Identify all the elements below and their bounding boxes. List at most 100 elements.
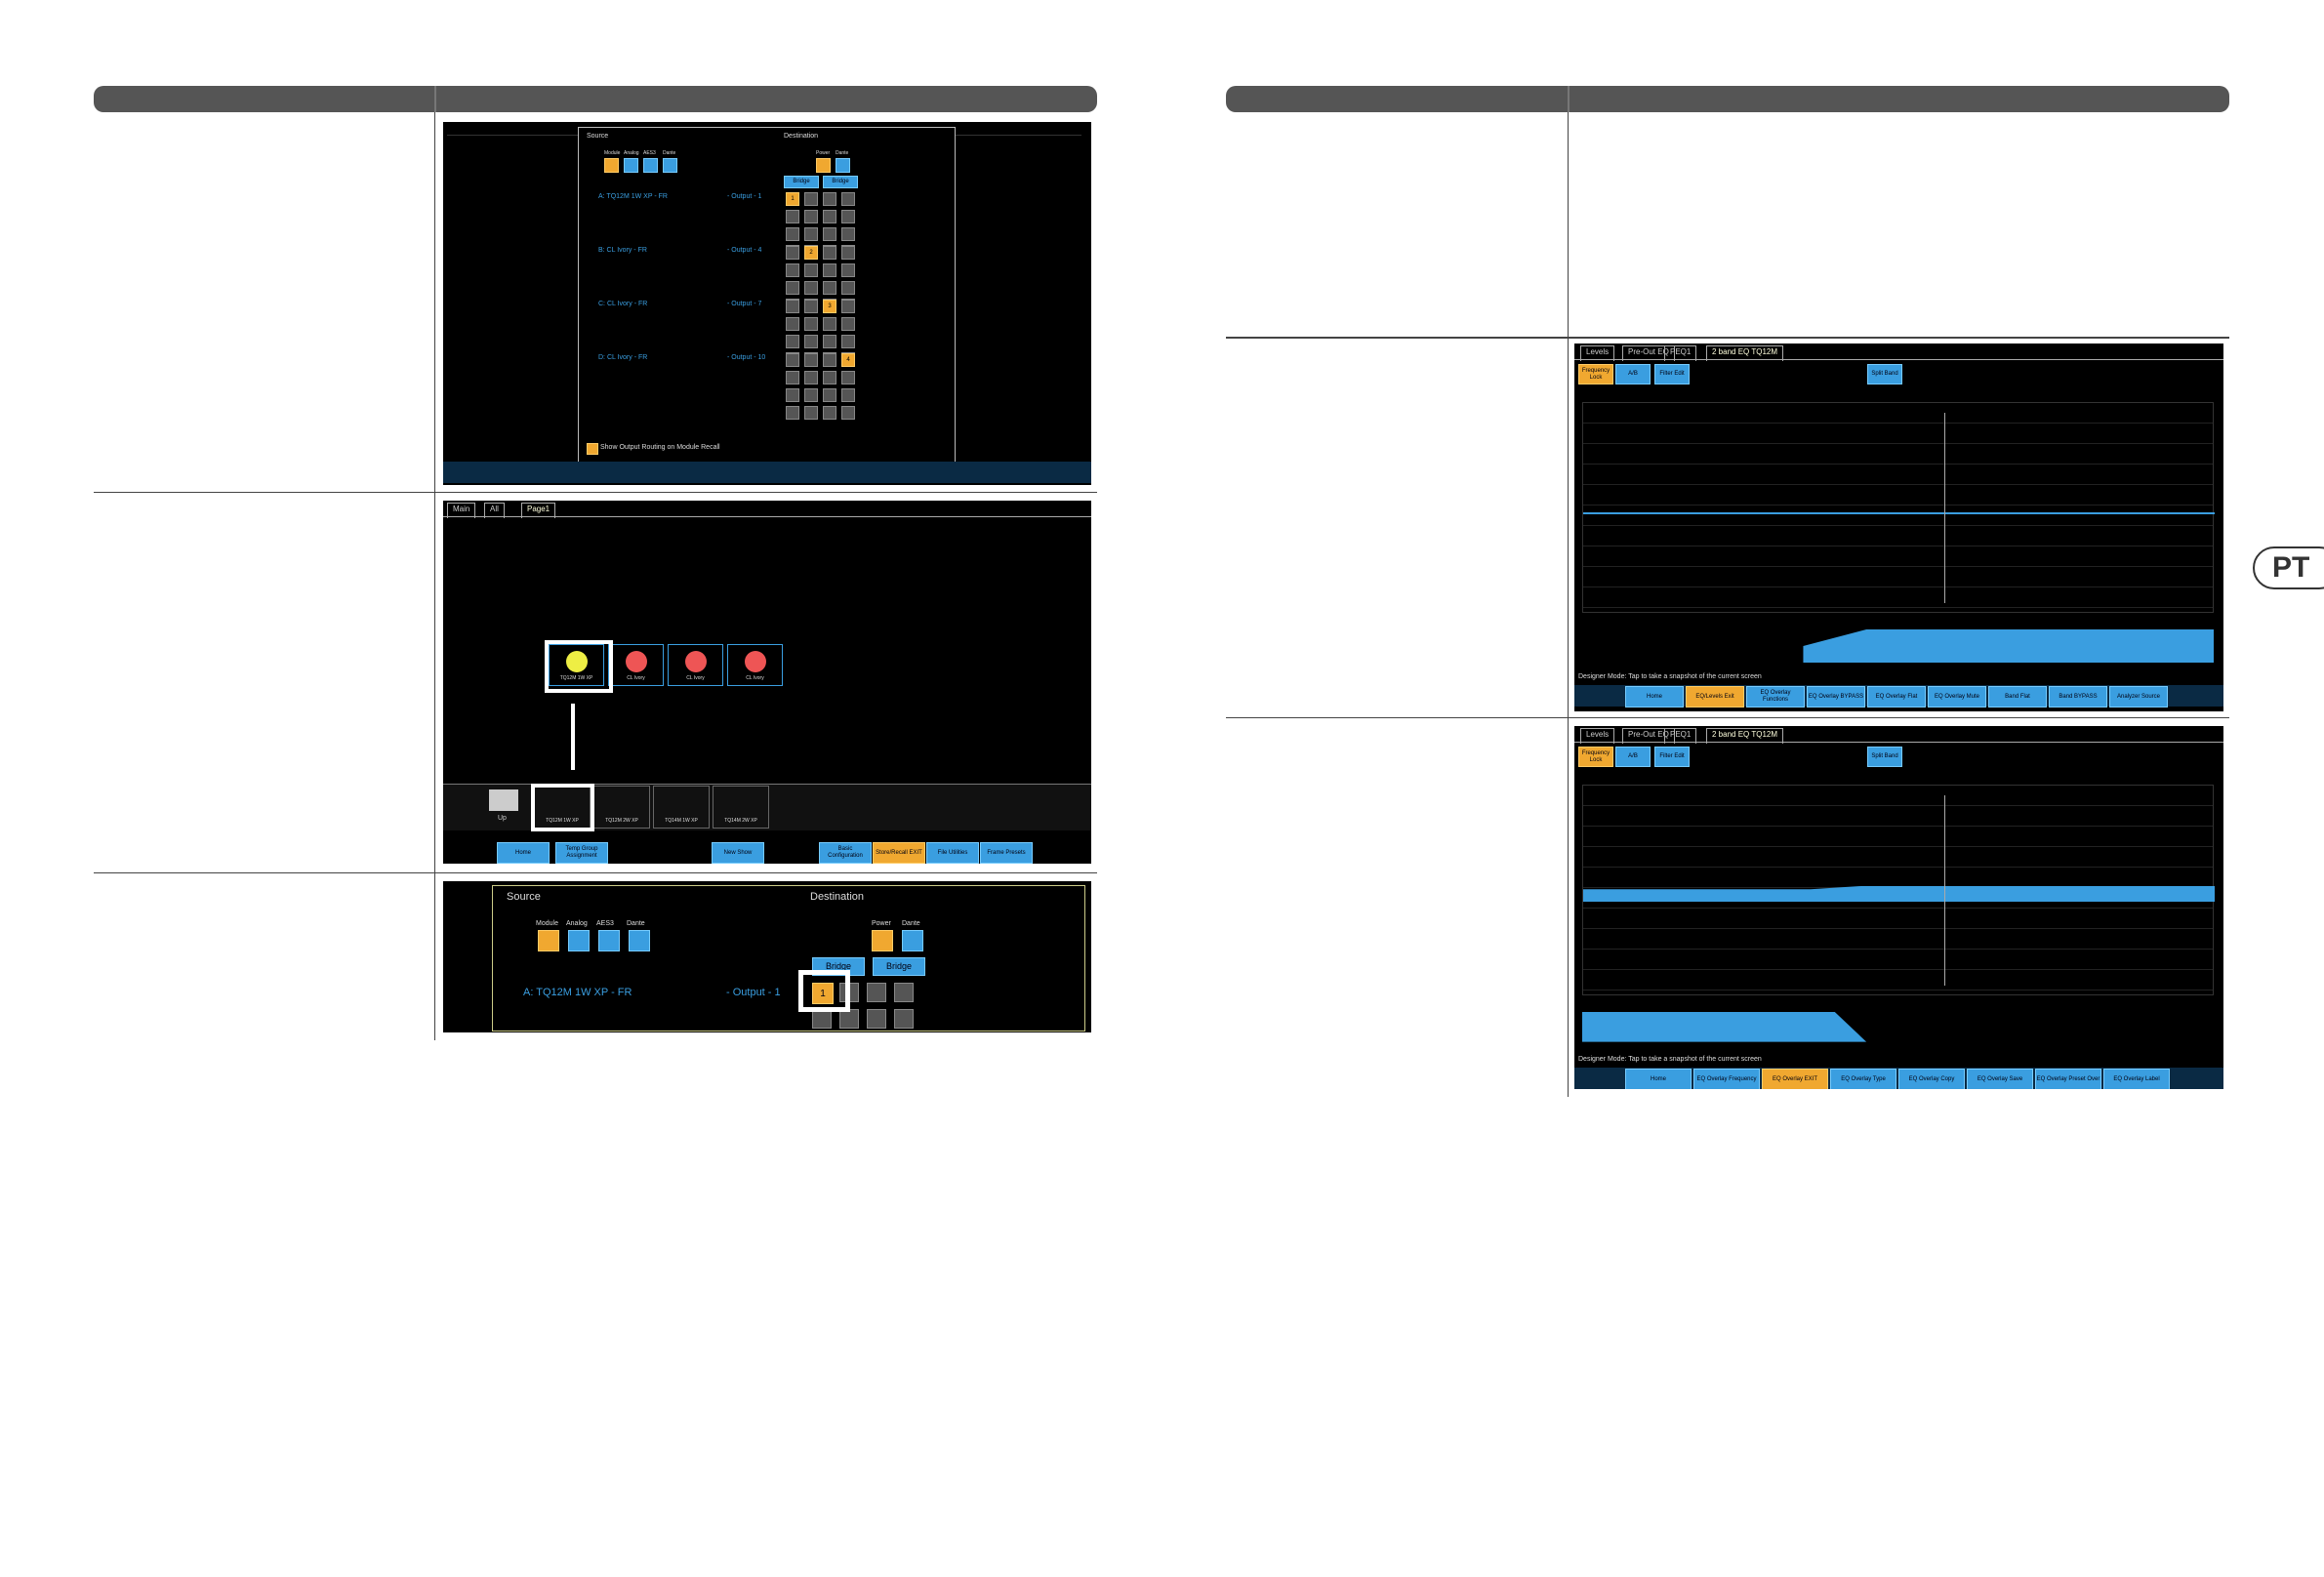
matrix-cell [839, 1009, 859, 1029]
eq-screenshot: Levels Pre-Out EQ PEQ1 2 band EQ TQ12M Frequ… [1574, 344, 2223, 711]
matrix-cell [894, 1009, 914, 1029]
tab-line [1574, 359, 2223, 360]
matrix-cell [786, 246, 799, 260]
matrix-cell [812, 1009, 832, 1029]
matrix-cell [841, 281, 855, 295]
checkbox [587, 443, 598, 455]
eq-top-button: Filter Edit [1654, 364, 1690, 384]
toolbar-button: Band Flat [1988, 686, 2047, 708]
matrix-cell [841, 300, 855, 313]
toolbar-button: Basic Configuration [819, 842, 872, 864]
status-line: Designer Mode: Tap to take a snapshot of… [1578, 673, 1762, 680]
eq-tab: 2 band EQ TQ12M [1706, 728, 1783, 744]
routing-screenshot: Source Destination Module Analog AES3 Dante Po… [443, 122, 1091, 485]
channel-cell: 3 [823, 300, 836, 313]
destination-button [902, 930, 923, 951]
destination-label: Destination [784, 133, 819, 140]
library-name: TQ12M 1W XP [546, 818, 579, 824]
button-label: AES3 [643, 150, 656, 156]
up-label: Up [498, 815, 507, 822]
button-label: Dante [836, 150, 849, 156]
matrix-cell [804, 281, 818, 295]
button-label: Module [536, 920, 558, 927]
matrix-cell [804, 371, 818, 384]
toolbar-button: File Utilities [926, 842, 979, 864]
eq-top-button: Frequency Lock [1578, 747, 1613, 767]
matrix-cell [786, 210, 799, 223]
matrix-cell [823, 281, 836, 295]
eq-top-button: Split Band [1867, 747, 1902, 767]
page-screenshot: Main All Page1 TQ12M 1W XP CL Ivory CL Ivory C… [443, 501, 1091, 864]
button-label: Module [604, 150, 621, 156]
library-name: TQ14M 1W XP [665, 818, 698, 824]
column-divider [434, 112, 435, 1040]
source-name: D: CL Ivory - FR [598, 354, 648, 361]
header-divider [1568, 86, 1570, 112]
matrix-cell [841, 263, 855, 277]
matrix-cell [841, 335, 855, 348]
eq-curve [1583, 886, 2215, 902]
toolbar-button: EQ Overlay Frequency [1693, 1069, 1760, 1089]
module-knob [745, 651, 766, 672]
eq-top-button: A/B [1615, 747, 1651, 767]
matrix-cell [804, 263, 818, 277]
module-knob [685, 651, 707, 672]
toolbar-button: Analyzer Source [2109, 686, 2168, 708]
button-label: Analog [566, 920, 588, 927]
source-button [568, 930, 590, 951]
module-knob [566, 651, 588, 672]
row-divider [1226, 717, 2229, 718]
page-tab: All [484, 503, 505, 518]
source-button [598, 930, 620, 951]
button-label: Dante [663, 150, 676, 156]
page-tab: Page1 [521, 503, 556, 518]
matrix-cell [823, 246, 836, 260]
toolbar-button: EQ Overlay Functions [1746, 686, 1805, 708]
library-item [713, 786, 769, 829]
module-tile: CL Ivory [608, 644, 664, 686]
toolbar-button: EQ Overlay Save [1967, 1069, 2033, 1089]
matrix-cell [804, 300, 818, 313]
toolbar-button: EQ Overlay Mute [1928, 686, 1986, 708]
source-name: A: TQ12M 1W XP - FR [523, 987, 632, 998]
eq-tab: PEQ1 [1664, 345, 1697, 361]
toolbar-button: Home [497, 842, 550, 864]
eq-tab: PEQ1 [1664, 728, 1697, 744]
eq-tab: Levels [1580, 345, 1615, 361]
matrix-cell [823, 227, 836, 241]
matrix-cell [841, 317, 855, 331]
toolbar-button: EQ Overlay Preset Over [2035, 1069, 2101, 1089]
header-divider [434, 86, 436, 112]
module-name: CL Ivory [627, 675, 645, 681]
button-label: Dante [902, 920, 920, 927]
toolbar-button: EQ Overlay EXIT [1762, 1069, 1828, 1089]
matrix-cell [786, 335, 799, 348]
output-name: - Output - 7 [727, 301, 762, 307]
bridge-button: Bridge [873, 957, 925, 976]
eq-marker [1944, 413, 1945, 603]
toolbar-button: Store/Recall EXIT [873, 842, 925, 864]
destination-button [872, 930, 893, 951]
matrix-cell [786, 300, 799, 313]
channel-cell: 2 [804, 246, 818, 260]
matrix-cell [823, 192, 836, 206]
toolbar-button: Band BYPASS [2049, 686, 2107, 708]
matrix-cell [823, 353, 836, 367]
matrix-cell [823, 317, 836, 331]
output-name: - Output - 1 [726, 987, 781, 998]
routing-zoom-screenshot: Source Destination Module Analog AES3 Dante Po… [443, 881, 1091, 1032]
column-divider [1568, 112, 1569, 1097]
source-button [663, 158, 677, 173]
output-name: - Output - 4 [727, 247, 762, 254]
toolbar-button: EQ Overlay Copy [1898, 1069, 1965, 1089]
destination-button [836, 158, 850, 173]
output-name: - Output - 10 [727, 354, 766, 361]
routing-dialog: Source Destination Module Analog AES3 Dante Po… [578, 127, 956, 471]
matrix-cell [823, 210, 836, 223]
eq-curve [1583, 512, 2215, 514]
page-tab: Main [447, 503, 476, 518]
source-button [624, 158, 638, 173]
source-name: B: CL Ivory - FR [598, 247, 647, 254]
library-name: TQ14M 2W XP [724, 818, 757, 824]
matrix-cell [823, 388, 836, 402]
